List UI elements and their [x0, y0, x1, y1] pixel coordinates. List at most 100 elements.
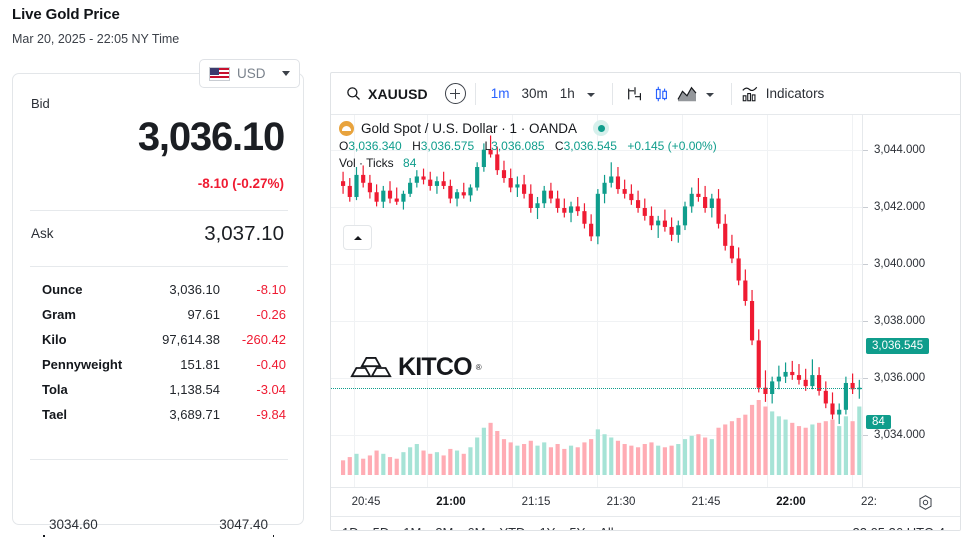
kitco-watermark: KITCO ®	[350, 353, 482, 382]
candlestick-icon[interactable]	[648, 81, 674, 107]
volume-label: Vol · Ticks	[339, 156, 394, 170]
price-axis-label: 3,044.000	[874, 144, 926, 156]
chart-legend: Gold Spot / U.S. Dollar · 1 · OANDA O3,0…	[339, 120, 717, 170]
time-axis-label: 20:45	[351, 496, 381, 508]
indicators-button[interactable]: Indicators	[741, 85, 825, 103]
unit-change: -8.10	[256, 282, 286, 297]
live-status-dot	[593, 120, 610, 136]
chart-canvas[interactable]: KITCO ® Gold Spot / U.S. Dollar · 1 · OA…	[331, 115, 960, 487]
axis-tick	[863, 264, 868, 265]
table-row: Gram 97.61 -0.26	[13, 307, 303, 332]
axis-tick	[863, 150, 868, 151]
gridline	[682, 115, 683, 487]
range-tab-1d[interactable]: 1D	[342, 525, 359, 530]
page-title: Live Gold Price	[12, 6, 120, 23]
unit-name: Gram	[42, 307, 76, 322]
table-row: Pennyweight 151.81 -0.40	[13, 357, 303, 382]
chevron-down-icon[interactable]	[586, 92, 595, 97]
divider	[611, 82, 613, 105]
ohlc-row: O3,036.340 H3,036.575 L3,036.085 C3,036.…	[339, 139, 717, 153]
unit-name: Pennyweight	[42, 357, 123, 372]
bar-replay-icon[interactable]	[622, 81, 648, 107]
candlestick-series	[341, 135, 862, 475]
unit-value: 97.61	[187, 307, 220, 322]
chevron-up-icon	[353, 235, 362, 240]
price-card: Bid 3,036.10 -8.10 (-0.27%) Ask 3,037.10…	[12, 73, 304, 537]
range-tabs: 1D 5D 1M 3M 6M YTD 1Y 5Y All 22:05:36 UT…	[331, 516, 960, 530]
last-price-line	[331, 387, 960, 389]
volume-row: Vol · Ticks 84	[339, 156, 717, 170]
axis-tick	[863, 378, 868, 379]
price-axis-label: 3,034.000	[874, 429, 926, 441]
chart-settings-icon[interactable]	[917, 494, 934, 516]
unit-name: Tael	[42, 407, 68, 422]
axis-tick	[863, 207, 868, 208]
table-row: Tola 1,138.54 -3.04	[13, 382, 303, 407]
unit-value: 1,138.54	[169, 382, 220, 397]
unit-change: -0.26	[256, 307, 286, 322]
gridline	[767, 115, 768, 487]
symbol-search-button[interactable]: XAUUSD	[341, 86, 433, 102]
time-axis-label: 21:15	[521, 496, 551, 508]
timeframe-1m[interactable]: 1m	[490, 86, 510, 101]
axis-tick	[863, 435, 868, 436]
range-tab-1y[interactable]: 1Y	[539, 525, 555, 530]
area-chart-icon[interactable]	[674, 81, 700, 107]
range-tab-1m[interactable]: 1M	[403, 525, 421, 530]
timeframe-30m[interactable]: 30m	[521, 86, 548, 101]
range-tab-3m[interactable]: 3M	[435, 525, 453, 530]
unit-value: 3,036.10	[169, 282, 220, 297]
unit-change: -0.40	[256, 357, 286, 372]
legend-title-row: Gold Spot / U.S. Dollar · 1 · OANDA	[339, 120, 717, 136]
range-tab-all[interactable]: All	[599, 525, 613, 530]
ask-row: Ask 3,037.10	[13, 222, 303, 252]
tradingview-chart-widget: XAUUSD 1m 30m 1h	[330, 72, 961, 531]
range-low-value: 3034.60	[49, 517, 98, 532]
gridline	[331, 207, 960, 208]
plus-circle-icon[interactable]	[444, 83, 466, 104]
range-tab-6m[interactable]: 6M	[467, 525, 485, 530]
indicators-label: Indicators	[765, 86, 825, 101]
volume-value: 84	[403, 156, 417, 170]
page-timestamp: Mar 20, 2025 - 22:05 NY Time	[12, 32, 180, 46]
unit-value: 151.81	[180, 357, 220, 372]
ask-label: Ask	[31, 226, 54, 241]
gridline	[331, 435, 960, 436]
gridline	[331, 264, 960, 265]
timeframe-1h[interactable]: 1h	[559, 86, 575, 101]
gridline	[354, 115, 355, 487]
ask-price: 3,037.10	[204, 222, 284, 245]
table-row: Kilo 97,614.38 -260.42	[13, 332, 303, 357]
gridline	[852, 115, 853, 487]
chevron-down-icon[interactable]	[705, 92, 714, 97]
collapse-pane-button[interactable]	[343, 225, 372, 250]
bid-change: -8.10 (-0.27%)	[197, 176, 284, 191]
price-axis-label: 3,042.000	[874, 201, 926, 213]
unit-name: Tola	[42, 382, 68, 397]
low-value: 3,036.085	[491, 139, 545, 153]
range-tab-5d[interactable]: 5D	[373, 525, 390, 530]
unit-price-table: Ounce 3,036.10 -8.10 Gram 97.61 -0.26 Ki…	[13, 282, 303, 432]
gridline	[427, 115, 428, 487]
table-row: Tael 3,689.71 -9.84	[13, 407, 303, 432]
low-key: L	[484, 139, 492, 153]
close-value: 3,036.545	[563, 139, 617, 153]
unit-name: Kilo	[42, 332, 67, 347]
currency-selector[interactable]: USD	[199, 59, 300, 88]
price-axis[interactable]: 3,044.000 3,042.000 3,040.000 3,038.000 …	[862, 115, 960, 487]
search-icon	[347, 87, 360, 100]
kitco-wordmark: KITCO	[398, 353, 473, 381]
current-price-badge: 3,036.545	[866, 338, 930, 354]
range-tab-ytd[interactable]: YTD	[499, 525, 525, 530]
close-key: C	[554, 139, 564, 153]
time-axis[interactable]: 20:45 21:00 21:15 21:30 21:45 22:00 22:	[331, 487, 960, 516]
high-key: H	[412, 139, 421, 153]
gridline	[597, 115, 598, 487]
divider	[730, 82, 732, 105]
divider	[30, 210, 288, 211]
unit-change: -260.42	[241, 332, 286, 347]
unit-name: Ounce	[42, 282, 83, 297]
gold-bar-icon	[339, 120, 354, 136]
range-tab-5y[interactable]: 5Y	[569, 525, 585, 530]
